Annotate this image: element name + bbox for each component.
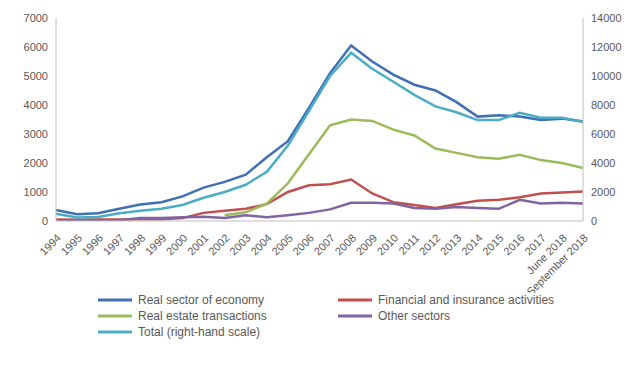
svg-text:2003: 2003 bbox=[227, 232, 253, 258]
svg-text:2009: 2009 bbox=[353, 232, 379, 258]
svg-text:1995: 1995 bbox=[58, 232, 84, 258]
svg-text:2000: 2000 bbox=[591, 186, 615, 198]
svg-text:5000: 5000 bbox=[24, 70, 48, 82]
html-text:Other sectors: Other sectors bbox=[378, 309, 450, 323]
svg-text:September 2018: September 2018 bbox=[524, 232, 590, 293]
svg-text:2016: 2016 bbox=[501, 232, 527, 258]
svg-text:1999: 1999 bbox=[143, 232, 169, 258]
svg-text:3000: 3000 bbox=[24, 128, 48, 140]
svg-text:2005: 2005 bbox=[269, 232, 295, 258]
svg-text:6000: 6000 bbox=[24, 41, 48, 53]
svg-text:2000: 2000 bbox=[24, 157, 48, 169]
svg-text:2001: 2001 bbox=[185, 232, 211, 258]
svg-text:June 2018: June 2018 bbox=[524, 231, 569, 277]
svg-text:2010: 2010 bbox=[375, 232, 401, 258]
svg-text:0: 0 bbox=[42, 215, 48, 227]
svg-text:2017: 2017 bbox=[522, 231, 548, 258]
svg-text:8000: 8000 bbox=[591, 99, 615, 111]
svg-text:4000: 4000 bbox=[24, 99, 48, 111]
html-text:Real estate transactions: Real estate transactions bbox=[138, 309, 267, 323]
svg-text:7000: 7000 bbox=[24, 12, 48, 24]
svg-text:12000: 12000 bbox=[591, 41, 622, 53]
svg-text:6000: 6000 bbox=[591, 128, 615, 140]
svg-text:1994: 1994 bbox=[37, 232, 63, 258]
svg-text:2011: 2011 bbox=[396, 232, 421, 257]
svg-text:14000: 14000 bbox=[591, 12, 622, 24]
svg-text:10000: 10000 bbox=[591, 70, 622, 82]
svg-text:2008: 2008 bbox=[332, 232, 358, 258]
svg-text:2000: 2000 bbox=[164, 232, 190, 258]
svg-text:2004: 2004 bbox=[248, 232, 274, 258]
svg-text:1997: 1997 bbox=[101, 232, 127, 258]
svg-text:4000: 4000 bbox=[591, 157, 615, 169]
svg-text:2015: 2015 bbox=[480, 232, 506, 258]
svg-text:1996: 1996 bbox=[79, 232, 105, 258]
svg-text:1000: 1000 bbox=[24, 186, 48, 198]
svg-text:2013: 2013 bbox=[438, 232, 464, 258]
svg-text:1998: 1998 bbox=[122, 232, 148, 258]
html-text:Financial and insurance activi: Financial and insurance activities bbox=[378, 293, 555, 307]
html-text:Total (right-hand scale): Total (right-hand scale) bbox=[138, 325, 261, 339]
svg-text:2012: 2012 bbox=[417, 232, 443, 258]
svg-text:2006: 2006 bbox=[290, 232, 316, 258]
svg-text:2007: 2007 bbox=[311, 232, 337, 258]
svg-text:2002: 2002 bbox=[206, 232, 232, 258]
svg-text:2014: 2014 bbox=[459, 232, 485, 258]
svg-text:0: 0 bbox=[591, 215, 597, 227]
html-text:Real sector of economy: Real sector of economy bbox=[138, 293, 265, 307]
